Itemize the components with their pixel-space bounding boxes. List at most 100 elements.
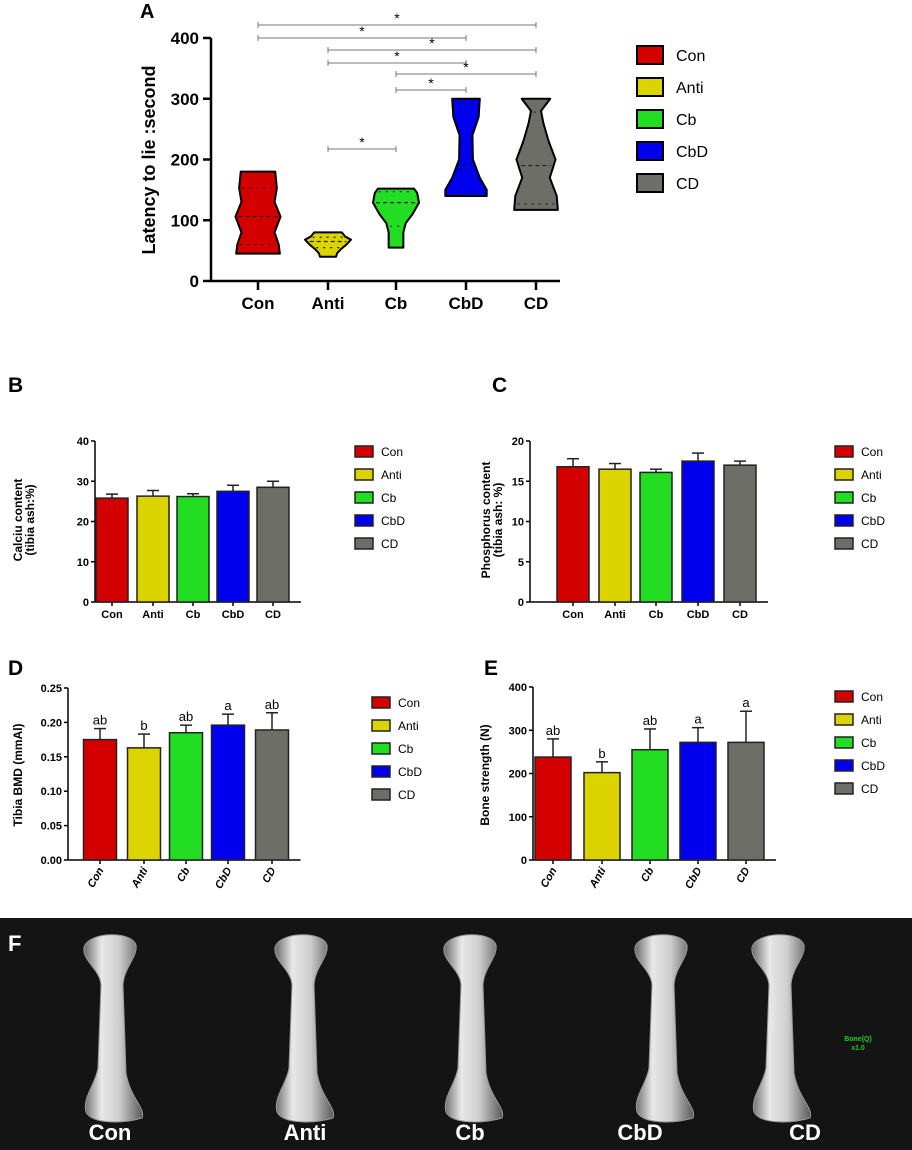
bar-Anti <box>136 495 170 603</box>
legend-label: CD <box>676 176 699 193</box>
y-tick-label: 300 <box>509 725 527 737</box>
legend-label: Con <box>861 690 883 704</box>
bone-label: Cb <box>455 1120 484 1145</box>
bone-label: Anti <box>284 1120 327 1145</box>
legend-swatch-Anti <box>371 719 391 732</box>
y-tick-label: 10 <box>77 557 89 569</box>
legend-label: Cb <box>861 736 877 750</box>
significance-star: * <box>394 10 400 26</box>
legend-label: Con <box>861 445 883 459</box>
overlay-text: x1.0 <box>851 1045 865 1052</box>
tibia-bone-image <box>634 934 695 1123</box>
legend-swatch-Cb <box>834 491 854 504</box>
legend-swatch-Con <box>834 690 854 703</box>
y-tick-label: 15 <box>512 476 524 488</box>
legend-label: Cb <box>381 491 397 505</box>
legend-swatch-Cb <box>371 742 391 755</box>
legend-swatch-CbD <box>636 141 664 161</box>
bar-Cb <box>176 495 210 603</box>
panel-letter: C <box>492 374 507 397</box>
legend-swatch-CbD <box>354 514 374 527</box>
significance-star: * <box>359 23 365 39</box>
significance-star: * <box>394 48 400 64</box>
legend-swatch-Anti <box>834 468 854 481</box>
legend-swatch-Cb <box>834 736 854 749</box>
y-tick-label: 30 <box>77 476 89 488</box>
bone-label: CD <box>789 1120 821 1145</box>
x-tick-label: Cb <box>649 609 664 621</box>
y-tick-label: 100 <box>171 211 199 230</box>
significance-bracket: * <box>327 35 537 53</box>
legend-label: CbD <box>381 514 405 528</box>
significance-bracket: * <box>395 59 537 77</box>
significance-bracket: * <box>257 10 537 28</box>
y-tick-label: 10 <box>512 517 524 529</box>
x-tick-label: CbD <box>222 609 245 621</box>
x-tick-label: CD <box>734 865 752 885</box>
legend-label: Anti <box>676 80 704 97</box>
legend-swatch-Cb <box>354 491 374 504</box>
bar-Con <box>556 466 590 603</box>
legend-swatch-Anti <box>354 468 374 481</box>
significance-star: * <box>429 35 435 51</box>
panel-f: F Con Anti Cb CbD CD Bone(Q) x1.0 <box>0 918 912 1150</box>
legend-label: Anti <box>398 719 419 733</box>
violin-CbD <box>444 97 488 197</box>
legend-swatch-CbD <box>371 765 391 778</box>
legend-label: Con <box>676 48 705 65</box>
legend-swatch-Anti <box>636 77 664 97</box>
legend-swatch-CD <box>636 173 664 193</box>
x-tick-label: Cb <box>175 865 193 884</box>
bar-Con <box>534 756 572 861</box>
x-tick-label: CbD <box>449 294 484 313</box>
bar-Cb <box>631 748 669 861</box>
y-axis-label: Calciu content <box>11 479 25 562</box>
bar-CbD <box>210 724 246 861</box>
bar-CbD <box>681 460 715 603</box>
y-tick-label: 200 <box>171 151 199 170</box>
legend-swatch-Con <box>354 445 374 458</box>
significance-letter: a <box>224 698 232 713</box>
legend-swatch-Con <box>636 45 664 65</box>
overlay-text: Bone(Q) <box>844 1036 872 1043</box>
legend-swatch-Anti <box>834 713 854 726</box>
tibia-bone-image <box>274 934 335 1123</box>
bar-CD <box>256 486 290 603</box>
legend-label: Cb <box>861 491 877 505</box>
y-axis-label: Bone strength (N) <box>478 724 492 825</box>
significance-letter: a <box>742 695 750 710</box>
panel-e: E 0 100 200 300 400 Bone strength (N) ab Con b Ant… <box>478 657 885 891</box>
y-tick-label: 20 <box>512 436 524 448</box>
x-tick-label: CD <box>524 294 549 313</box>
legend-label: CD <box>861 782 879 796</box>
violin-Anti <box>304 231 352 258</box>
legend-label: Cb <box>398 742 414 756</box>
y-tick-label: 200 <box>509 769 527 781</box>
legend-label: CbD <box>861 759 885 773</box>
significance-letter: ab <box>179 709 193 724</box>
panel-letter: D <box>8 657 23 680</box>
x-tick-label: Con <box>241 294 274 313</box>
significance-star: * <box>463 59 469 75</box>
x-tick-label: Anti <box>604 609 625 621</box>
x-tick-label: CD <box>265 609 281 621</box>
bar-CbD <box>216 490 250 603</box>
legend-label: Anti <box>861 713 882 727</box>
y-tick-label: 0.00 <box>41 855 62 867</box>
significance-letter: ab <box>265 697 279 712</box>
x-tick-label: Cb <box>186 609 201 621</box>
panel-letter: F <box>8 931 21 956</box>
legend-label: CbD <box>398 765 422 779</box>
x-tick-label: CbD <box>213 865 235 891</box>
violin-Con <box>234 170 282 255</box>
legend-swatch-CD <box>834 782 854 795</box>
tibia-bone-image <box>83 934 144 1123</box>
significance-letter: ab <box>93 713 107 728</box>
legend-label: Cb <box>676 112 697 129</box>
tibia-bone-image <box>443 934 504 1123</box>
significance-star: * <box>359 134 365 150</box>
bar-Anti <box>126 747 162 861</box>
y-tick-label: 0.25 <box>41 683 62 695</box>
y-tick-label: 0.15 <box>41 752 62 764</box>
